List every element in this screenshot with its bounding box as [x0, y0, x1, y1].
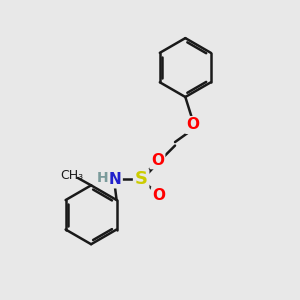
Text: O: O: [151, 153, 164, 168]
Text: O: O: [186, 118, 199, 133]
Circle shape: [151, 154, 164, 167]
Circle shape: [152, 189, 165, 202]
Circle shape: [107, 172, 122, 187]
Circle shape: [186, 118, 199, 131]
Text: CH₃: CH₃: [60, 169, 83, 182]
Text: S: S: [135, 170, 148, 188]
Text: N: N: [108, 172, 121, 187]
Circle shape: [134, 172, 148, 187]
Text: H: H: [97, 171, 108, 185]
Text: O: O: [152, 188, 165, 203]
